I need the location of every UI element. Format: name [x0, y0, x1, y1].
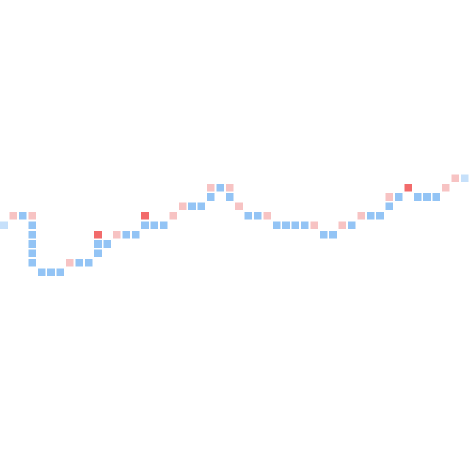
data-point: [207, 183, 215, 192]
data-point: [122, 230, 130, 239]
data-point: [451, 174, 459, 182]
data-point: [423, 193, 431, 201]
data-point: [395, 193, 403, 201]
data-point: [254, 212, 262, 220]
data-point: [357, 212, 365, 220]
plot-cells: [0, 174, 469, 276]
data-point: [366, 212, 375, 220]
data-point: [28, 249, 36, 258]
data-point: [272, 221, 281, 229]
data-point: [225, 193, 234, 201]
data-point: [160, 221, 168, 229]
data-point: [169, 212, 177, 220]
data-point: [216, 183, 224, 192]
data-point: [37, 268, 46, 276]
data-point: [432, 193, 441, 201]
data-point: [442, 183, 450, 192]
data-point: [207, 193, 215, 201]
data-point: [28, 212, 36, 220]
data-point: [235, 202, 243, 211]
data-point: [376, 212, 384, 220]
data-point: [28, 240, 36, 248]
data-point: [244, 212, 253, 220]
data-point: [197, 202, 206, 211]
data-point: [310, 221, 318, 229]
data-point: [282, 221, 290, 229]
data-point: [263, 212, 271, 220]
data-point: [329, 230, 337, 239]
data-point: [94, 230, 102, 239]
data-point: [47, 268, 55, 276]
data-point: [291, 221, 300, 229]
data-point: [319, 230, 328, 239]
data-point: [19, 212, 27, 220]
data-point: [178, 202, 187, 211]
data-point: [141, 221, 149, 229]
data-point: [28, 230, 36, 239]
data-point: [75, 259, 83, 267]
data-point: [56, 268, 65, 276]
data-point: [103, 240, 112, 248]
data-point: [28, 259, 36, 267]
data-point: [188, 202, 196, 211]
data-point: [385, 193, 394, 201]
data-point: [9, 212, 18, 220]
data-point: [338, 221, 347, 229]
data-point: [141, 212, 149, 220]
data-point: [28, 221, 36, 229]
data-point: [225, 183, 234, 192]
data-point: [150, 221, 159, 229]
data-point: [131, 230, 140, 239]
data-point: [94, 240, 102, 248]
data-point: [66, 259, 74, 267]
data-point: [94, 249, 102, 258]
data-point: [460, 174, 469, 182]
data-point: [348, 221, 356, 229]
data-point: [404, 183, 412, 192]
data-point: [0, 221, 8, 229]
data-point: [113, 230, 121, 239]
data-point: [385, 202, 394, 211]
data-point: [301, 221, 309, 229]
data-point: [413, 193, 422, 201]
data-point: [84, 259, 93, 267]
